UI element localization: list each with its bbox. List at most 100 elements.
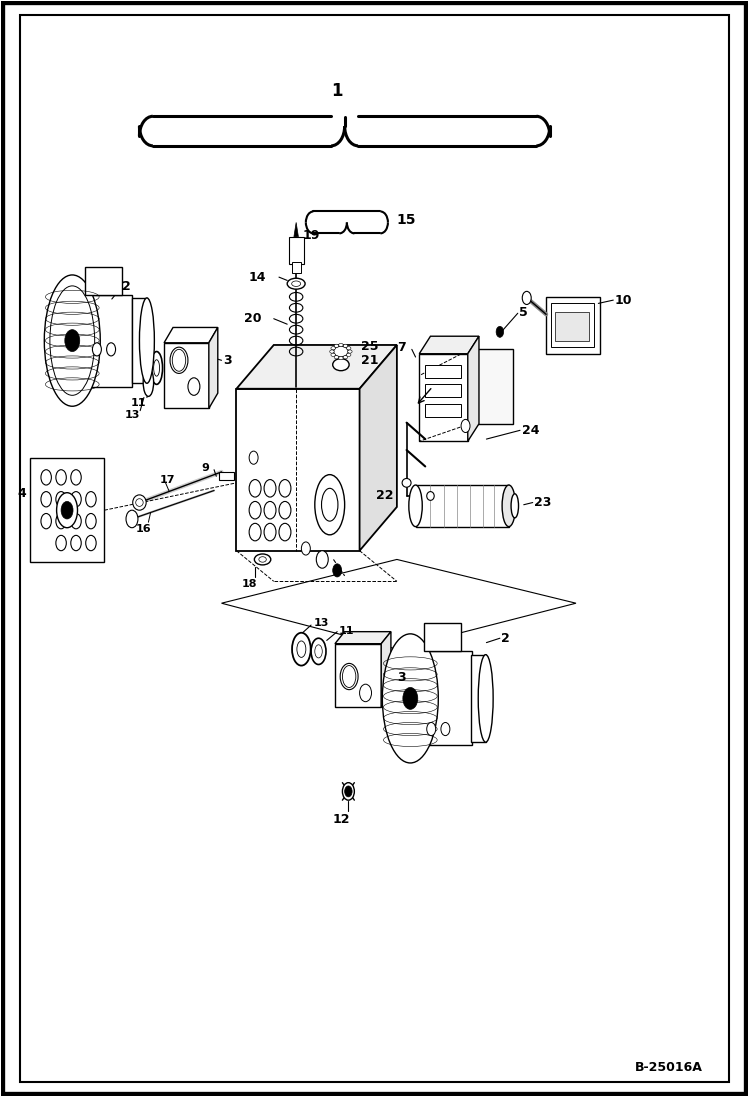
Circle shape bbox=[522, 292, 531, 305]
Polygon shape bbox=[209, 328, 218, 408]
Ellipse shape bbox=[57, 493, 77, 528]
Text: 18: 18 bbox=[242, 578, 258, 588]
Text: 25: 25 bbox=[361, 340, 378, 352]
Text: 21: 21 bbox=[361, 354, 378, 366]
Text: 10: 10 bbox=[615, 294, 632, 307]
Ellipse shape bbox=[315, 475, 345, 535]
Circle shape bbox=[360, 685, 372, 702]
Circle shape bbox=[56, 535, 67, 551]
Text: 23: 23 bbox=[534, 496, 551, 509]
Ellipse shape bbox=[334, 355, 339, 359]
Ellipse shape bbox=[311, 638, 326, 665]
Circle shape bbox=[126, 510, 138, 528]
Bar bbox=[219, 472, 234, 479]
Ellipse shape bbox=[330, 350, 334, 353]
Bar bbox=[132, 298, 147, 383]
Ellipse shape bbox=[321, 488, 338, 521]
Text: 3: 3 bbox=[223, 354, 231, 366]
Bar bbox=[470, 349, 513, 423]
Text: 17: 17 bbox=[160, 475, 175, 485]
Bar bbox=[335, 644, 381, 708]
Ellipse shape bbox=[292, 633, 311, 666]
Circle shape bbox=[249, 479, 261, 497]
Circle shape bbox=[264, 479, 276, 497]
Ellipse shape bbox=[382, 634, 438, 764]
Ellipse shape bbox=[339, 343, 343, 347]
Text: 11: 11 bbox=[339, 625, 354, 635]
Circle shape bbox=[85, 491, 96, 507]
Circle shape bbox=[345, 785, 352, 796]
Circle shape bbox=[249, 501, 261, 519]
Bar bbox=[546, 297, 600, 353]
Text: 7: 7 bbox=[397, 341, 406, 353]
Circle shape bbox=[301, 542, 310, 555]
Ellipse shape bbox=[333, 359, 349, 371]
Ellipse shape bbox=[333, 346, 348, 357]
Text: 16: 16 bbox=[136, 523, 151, 534]
Text: 15: 15 bbox=[397, 213, 416, 227]
Ellipse shape bbox=[315, 645, 322, 658]
Polygon shape bbox=[381, 632, 391, 708]
Circle shape bbox=[41, 491, 52, 507]
Circle shape bbox=[279, 501, 291, 519]
Ellipse shape bbox=[347, 353, 351, 357]
Circle shape bbox=[427, 723, 436, 736]
Circle shape bbox=[441, 723, 450, 736]
Ellipse shape bbox=[136, 499, 143, 507]
Ellipse shape bbox=[331, 347, 336, 350]
Ellipse shape bbox=[409, 485, 422, 527]
Circle shape bbox=[56, 513, 67, 529]
Polygon shape bbox=[237, 344, 397, 388]
Circle shape bbox=[264, 501, 276, 519]
Circle shape bbox=[41, 470, 52, 485]
Circle shape bbox=[461, 419, 470, 432]
Bar bbox=[471, 655, 485, 743]
Circle shape bbox=[65, 330, 79, 351]
Ellipse shape bbox=[291, 281, 300, 286]
Bar bbox=[76, 295, 132, 386]
Ellipse shape bbox=[154, 360, 160, 376]
Circle shape bbox=[340, 664, 358, 690]
Circle shape bbox=[92, 342, 101, 355]
Text: 5: 5 bbox=[519, 306, 528, 318]
Circle shape bbox=[496, 327, 503, 337]
Text: 14: 14 bbox=[249, 271, 267, 284]
Bar bbox=[425, 364, 461, 377]
Text: 2: 2 bbox=[122, 281, 131, 294]
Circle shape bbox=[333, 564, 342, 577]
Text: 19: 19 bbox=[303, 229, 321, 242]
Ellipse shape bbox=[402, 478, 411, 487]
Circle shape bbox=[279, 479, 291, 497]
Ellipse shape bbox=[143, 367, 154, 396]
Polygon shape bbox=[419, 336, 479, 353]
Text: 1: 1 bbox=[332, 82, 343, 100]
Text: 3: 3 bbox=[397, 671, 405, 685]
Circle shape bbox=[71, 513, 81, 529]
Bar bbox=[416, 485, 509, 527]
Text: 12: 12 bbox=[332, 813, 350, 826]
Polygon shape bbox=[468, 336, 479, 441]
Circle shape bbox=[279, 523, 291, 541]
Polygon shape bbox=[294, 223, 298, 237]
Circle shape bbox=[249, 523, 261, 541]
Bar bbox=[237, 388, 360, 551]
Text: 22: 22 bbox=[376, 489, 393, 502]
Circle shape bbox=[56, 470, 67, 485]
Ellipse shape bbox=[342, 782, 354, 800]
Ellipse shape bbox=[502, 485, 515, 527]
Ellipse shape bbox=[331, 353, 336, 357]
Ellipse shape bbox=[139, 298, 154, 383]
Text: 9: 9 bbox=[201, 463, 209, 473]
Ellipse shape bbox=[287, 279, 305, 290]
Circle shape bbox=[264, 523, 276, 541]
Ellipse shape bbox=[427, 491, 434, 500]
Ellipse shape bbox=[133, 495, 146, 510]
Ellipse shape bbox=[478, 655, 493, 743]
Bar bbox=[555, 313, 589, 340]
Circle shape bbox=[170, 347, 188, 373]
Text: 2: 2 bbox=[501, 632, 510, 645]
Circle shape bbox=[188, 377, 200, 395]
Ellipse shape bbox=[348, 350, 352, 353]
Circle shape bbox=[85, 513, 96, 529]
Ellipse shape bbox=[259, 556, 267, 562]
